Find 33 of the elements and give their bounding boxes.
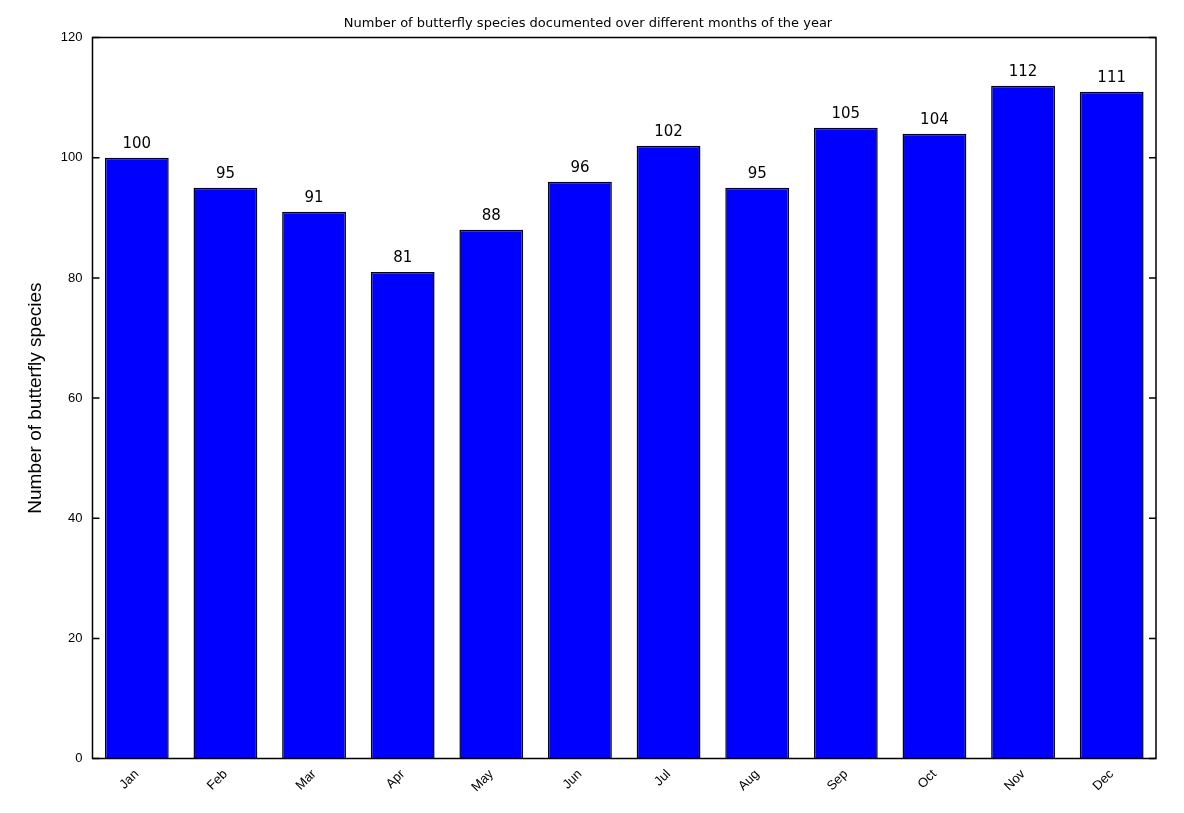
- x-tick-label: Nov: [1000, 765, 1029, 794]
- x-tick-label: Jun: [559, 766, 585, 792]
- data-label: 105: [831, 104, 861, 123]
- chart-title: Number of butterfly species documented over different months of the year: [343, 15, 833, 31]
- x-tick-label: Feb: [203, 766, 231, 793]
- data-label: 104: [920, 110, 949, 129]
- y-tick-label: 20: [68, 630, 83, 646]
- data-label: 88: [481, 206, 501, 225]
- x-tick-label: Jan: [116, 766, 142, 792]
- y-tick-label: 80: [68, 269, 83, 285]
- x-tick-label: Aug: [734, 766, 762, 794]
- y-tick-label: 60: [68, 389, 83, 405]
- data-label: 95: [747, 164, 767, 183]
- data-label: 91: [304, 188, 324, 207]
- y-axis-title: Number of butterfly species: [23, 282, 45, 514]
- x-tick-label: Jul: [650, 766, 674, 789]
- x-tick-label: Dec: [1089, 765, 1117, 794]
- y-tick-label: 120: [60, 29, 83, 45]
- data-label: 95: [215, 164, 235, 183]
- data-label: 102: [654, 122, 683, 141]
- y-tick-label: 0: [75, 750, 83, 766]
- data-label: 111: [1097, 68, 1127, 87]
- x-tick-label: May: [467, 765, 497, 795]
- x-tick-label: Sep: [823, 766, 851, 794]
- x-tick-label: Oct: [914, 765, 940, 792]
- x-tick-label: Apr: [382, 765, 408, 792]
- y-tick-label: 40: [68, 509, 83, 525]
- x-tick-label: Mar: [292, 765, 320, 793]
- data-label: 100: [122, 134, 152, 153]
- data-label: 96: [570, 158, 590, 177]
- data-label: 81: [393, 248, 413, 267]
- y-tick-label: 100: [60, 149, 83, 165]
- data-label: 112: [1008, 62, 1038, 81]
